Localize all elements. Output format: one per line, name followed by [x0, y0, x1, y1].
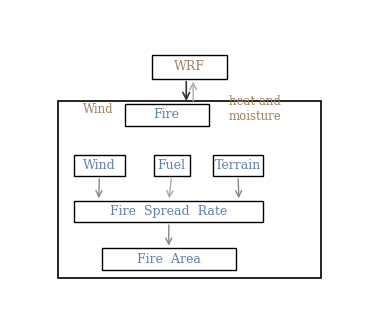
Text: Fire  Spread  Rate: Fire Spread Rate [110, 205, 228, 218]
FancyBboxPatch shape [74, 201, 263, 222]
FancyBboxPatch shape [152, 55, 227, 79]
Text: Terrain: Terrain [215, 159, 261, 172]
FancyBboxPatch shape [154, 155, 190, 176]
Text: Fire: Fire [154, 109, 179, 122]
FancyBboxPatch shape [58, 101, 321, 278]
Text: Wind: Wind [83, 159, 116, 172]
Text: Fire  Area: Fire Area [137, 252, 201, 266]
FancyBboxPatch shape [101, 249, 236, 270]
Text: heat and
moisture: heat and moisture [228, 95, 281, 123]
FancyBboxPatch shape [125, 104, 209, 126]
Text: Wind: Wind [83, 103, 114, 117]
FancyBboxPatch shape [74, 155, 125, 176]
Text: Fuel: Fuel [158, 159, 186, 172]
Text: WRF: WRF [174, 61, 205, 74]
FancyBboxPatch shape [213, 155, 263, 176]
